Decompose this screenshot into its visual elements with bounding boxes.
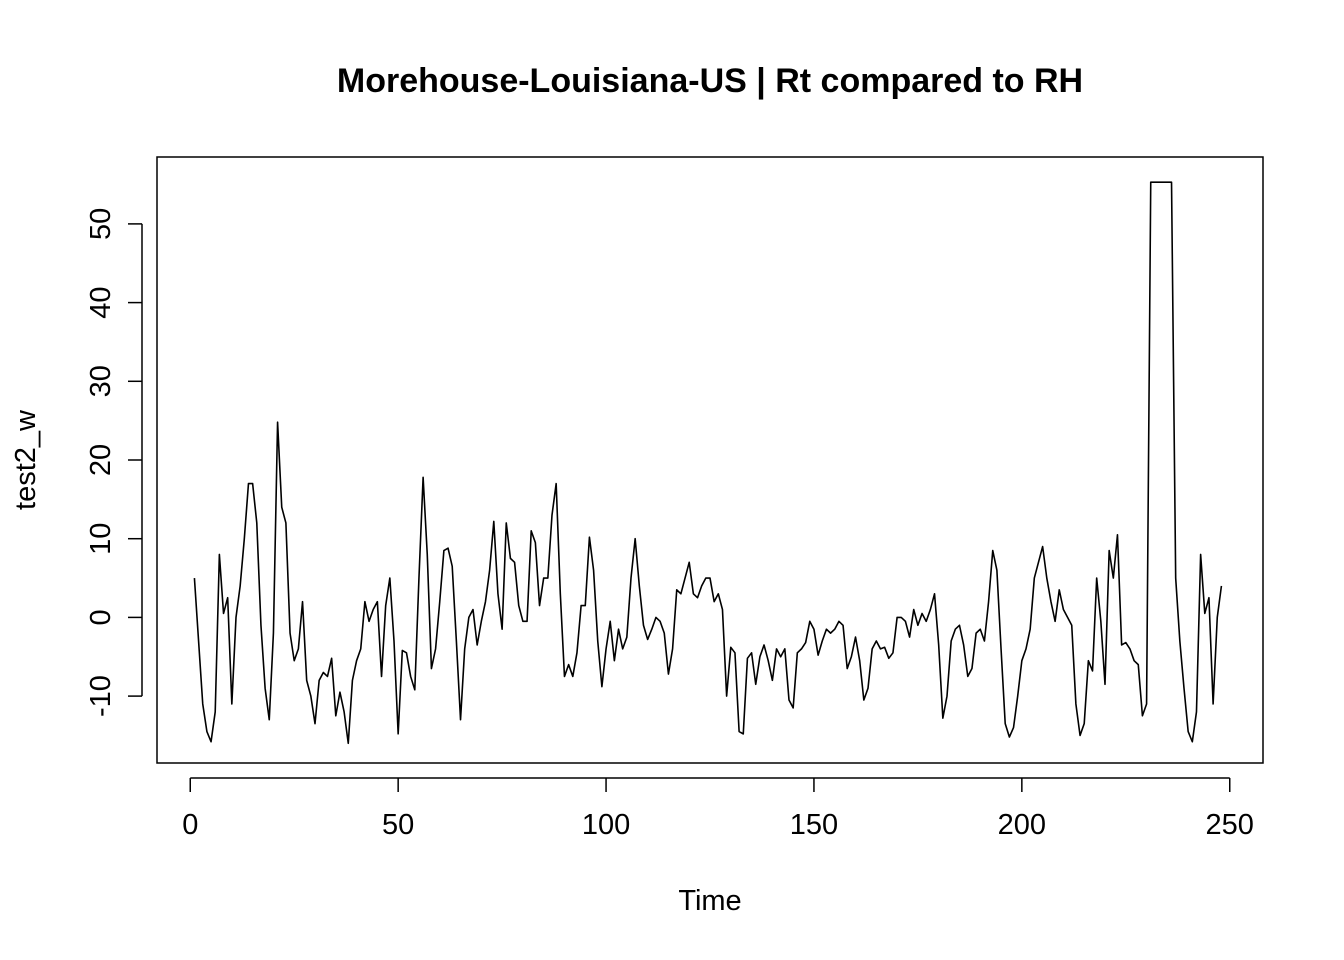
y-tick-label: 20: [85, 444, 117, 476]
series-line: [193, 181, 1223, 745]
y-tick-label: 30: [85, 365, 117, 397]
x-tick-label: 150: [790, 809, 838, 841]
chart-title: Morehouse-Louisiana-US | Rt compared to …: [337, 62, 1083, 100]
y-tick-label: 10: [85, 523, 117, 555]
y-tick-label: -10: [85, 675, 117, 717]
x-axis: 0 50 100 150 200 250: [182, 777, 1254, 841]
x-tick-label: 250: [1206, 809, 1254, 841]
x-tick-label: 200: [998, 809, 1046, 841]
y-tick-label: 40: [85, 286, 117, 318]
x-tick-label: 50: [382, 809, 414, 841]
y-tick-label: 0: [85, 609, 117, 625]
x-tick-label: 100: [582, 809, 630, 841]
y-axis: -10 0 10 20 30 40 50: [85, 208, 143, 717]
x-tick-label: 0: [182, 809, 198, 841]
x-axis-label: Time: [678, 885, 741, 917]
y-axis-label: test2_w: [10, 409, 42, 510]
y-tick-label: 50: [85, 208, 117, 240]
plot-area-frame: [156, 156, 1264, 764]
